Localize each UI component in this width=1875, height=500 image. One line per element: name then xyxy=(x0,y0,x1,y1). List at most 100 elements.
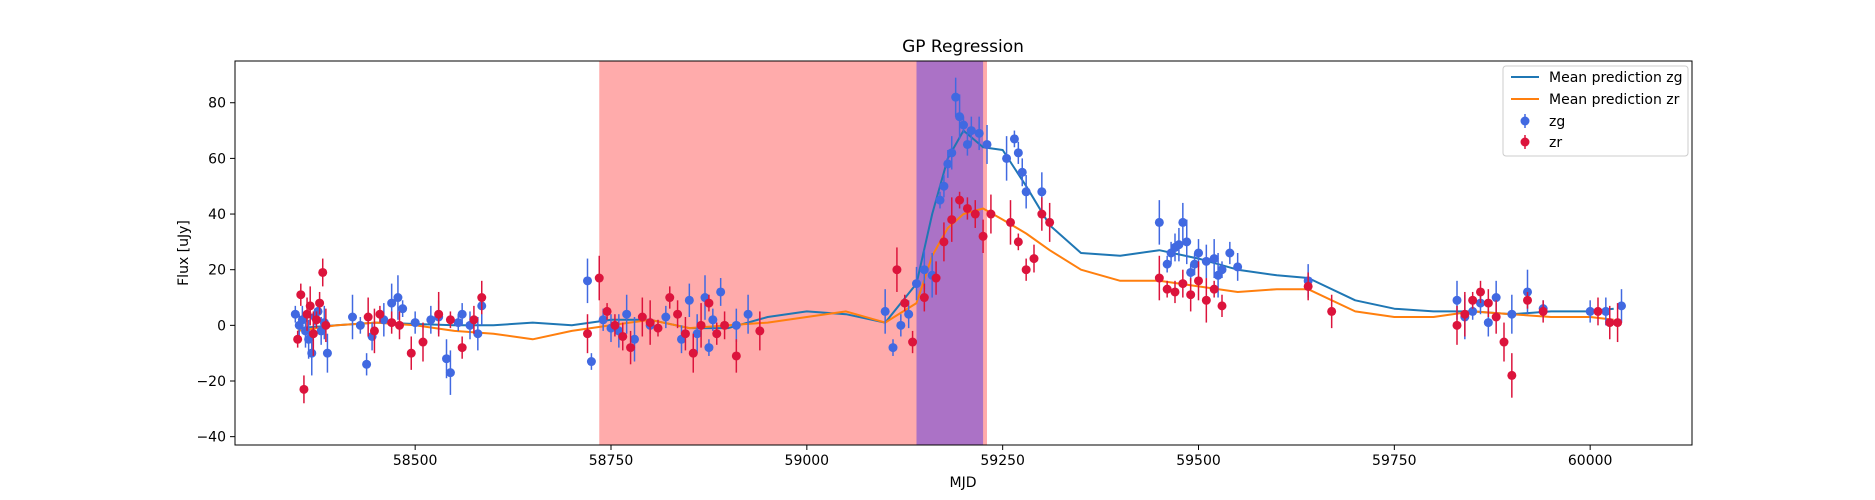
point-zg xyxy=(974,128,984,138)
point-zr xyxy=(1523,295,1532,305)
point-zr xyxy=(375,309,385,319)
point-zr xyxy=(653,323,663,333)
point-zg xyxy=(362,359,372,369)
point-zg xyxy=(939,181,949,191)
point-zr xyxy=(445,315,455,325)
point-zg xyxy=(962,139,972,149)
point-zg xyxy=(598,315,608,325)
y-tick-label: −40 xyxy=(196,430,226,446)
point-zr xyxy=(1491,312,1501,322)
point-zg xyxy=(888,343,898,353)
point-zr xyxy=(1499,337,1509,347)
y-tick-label: 20 xyxy=(208,263,226,279)
point-zr xyxy=(583,329,592,339)
point-zr xyxy=(311,315,321,325)
point-zr xyxy=(1021,265,1031,275)
point-zg xyxy=(661,312,671,322)
chart-title: GP Regression xyxy=(902,37,1024,57)
point-zg xyxy=(943,159,953,169)
point-zg xyxy=(1601,306,1611,316)
point-zr xyxy=(321,320,331,330)
point-zr xyxy=(296,290,306,300)
point-zr xyxy=(369,326,379,336)
point-zg xyxy=(880,306,890,316)
y-tick-label: 40 xyxy=(208,207,226,223)
point-zr xyxy=(970,209,980,219)
point-zg xyxy=(1186,267,1196,277)
point-zr xyxy=(293,334,303,344)
legend-box xyxy=(1502,65,1689,157)
point-zr xyxy=(457,343,467,353)
point-zr xyxy=(1593,306,1603,316)
point-zg xyxy=(951,92,961,102)
point-zg xyxy=(442,354,451,364)
legend-swatch-zg-marker xyxy=(1520,116,1530,126)
plot-area xyxy=(290,61,1626,445)
point-zg xyxy=(1021,187,1031,197)
point-zr xyxy=(919,293,929,303)
point-zg xyxy=(313,306,323,316)
point-zr xyxy=(406,348,416,358)
point-zr xyxy=(1476,287,1485,297)
point-zg xyxy=(1491,293,1501,303)
point-zg xyxy=(1013,148,1023,158)
point-zr xyxy=(1170,287,1180,297)
mean-line-zr xyxy=(297,207,1614,341)
point-zg xyxy=(457,309,467,319)
point-zr xyxy=(618,331,628,341)
point-zg xyxy=(622,309,632,319)
point-zr xyxy=(1037,209,1047,219)
point-zg xyxy=(1585,306,1595,316)
point-zr xyxy=(1303,281,1313,291)
series-zr xyxy=(293,191,1623,404)
legend-swatch-zr-marker xyxy=(1520,137,1530,147)
point-zr xyxy=(1154,273,1164,283)
point-zr xyxy=(1013,237,1023,247)
point-zr xyxy=(1194,276,1203,286)
legend: Mean prediction zg Mean prediction zr zg… xyxy=(1502,65,1689,157)
point-zr xyxy=(688,348,698,358)
point-zg xyxy=(947,148,957,158)
y-axis-label: Flux [uJy] xyxy=(176,220,192,286)
point-zr xyxy=(602,306,612,316)
point-zr xyxy=(645,318,655,328)
point-zg xyxy=(1507,309,1517,319)
point-zg xyxy=(583,276,592,286)
point-zg xyxy=(1174,240,1184,250)
point-zr xyxy=(712,329,722,339)
point-zg xyxy=(912,279,921,289)
point-zr xyxy=(318,267,328,277)
x-axis: 58500 58750 59000 59250 59500 59750 60000 xyxy=(393,445,1612,469)
point-zr xyxy=(1162,284,1172,294)
point-zg xyxy=(896,320,906,330)
y-tick-label: 0 xyxy=(217,318,226,334)
point-zg xyxy=(684,295,694,305)
point-zr xyxy=(986,209,996,219)
point-zr xyxy=(1452,320,1462,330)
shaded-region-2 xyxy=(916,61,984,445)
point-zr xyxy=(962,203,972,213)
point-zr xyxy=(1045,217,1055,227)
point-zg xyxy=(322,348,332,358)
legend-label-zr-line: Mean prediction zr xyxy=(1549,92,1680,108)
x-tick-label: 59500 xyxy=(1176,453,1221,469)
point-zr xyxy=(477,293,487,303)
x-tick-label: 59750 xyxy=(1372,453,1417,469)
x-tick-label: 59250 xyxy=(980,453,1025,469)
point-zg xyxy=(731,320,741,330)
point-zg xyxy=(708,315,718,325)
point-zr xyxy=(1468,295,1478,305)
point-zg xyxy=(1201,256,1211,266)
point-zg xyxy=(959,120,968,130)
point-zg xyxy=(1162,259,1172,269)
x-tick-label: 58500 xyxy=(393,453,438,469)
point-zg xyxy=(307,348,317,358)
point-zg xyxy=(1217,265,1227,275)
point-zr xyxy=(1029,254,1039,264)
point-zg xyxy=(453,318,463,328)
point-zr xyxy=(610,320,620,330)
point-zg xyxy=(955,112,965,122)
legend-label-zg: zg xyxy=(1549,114,1565,130)
point-zg xyxy=(1483,318,1493,328)
